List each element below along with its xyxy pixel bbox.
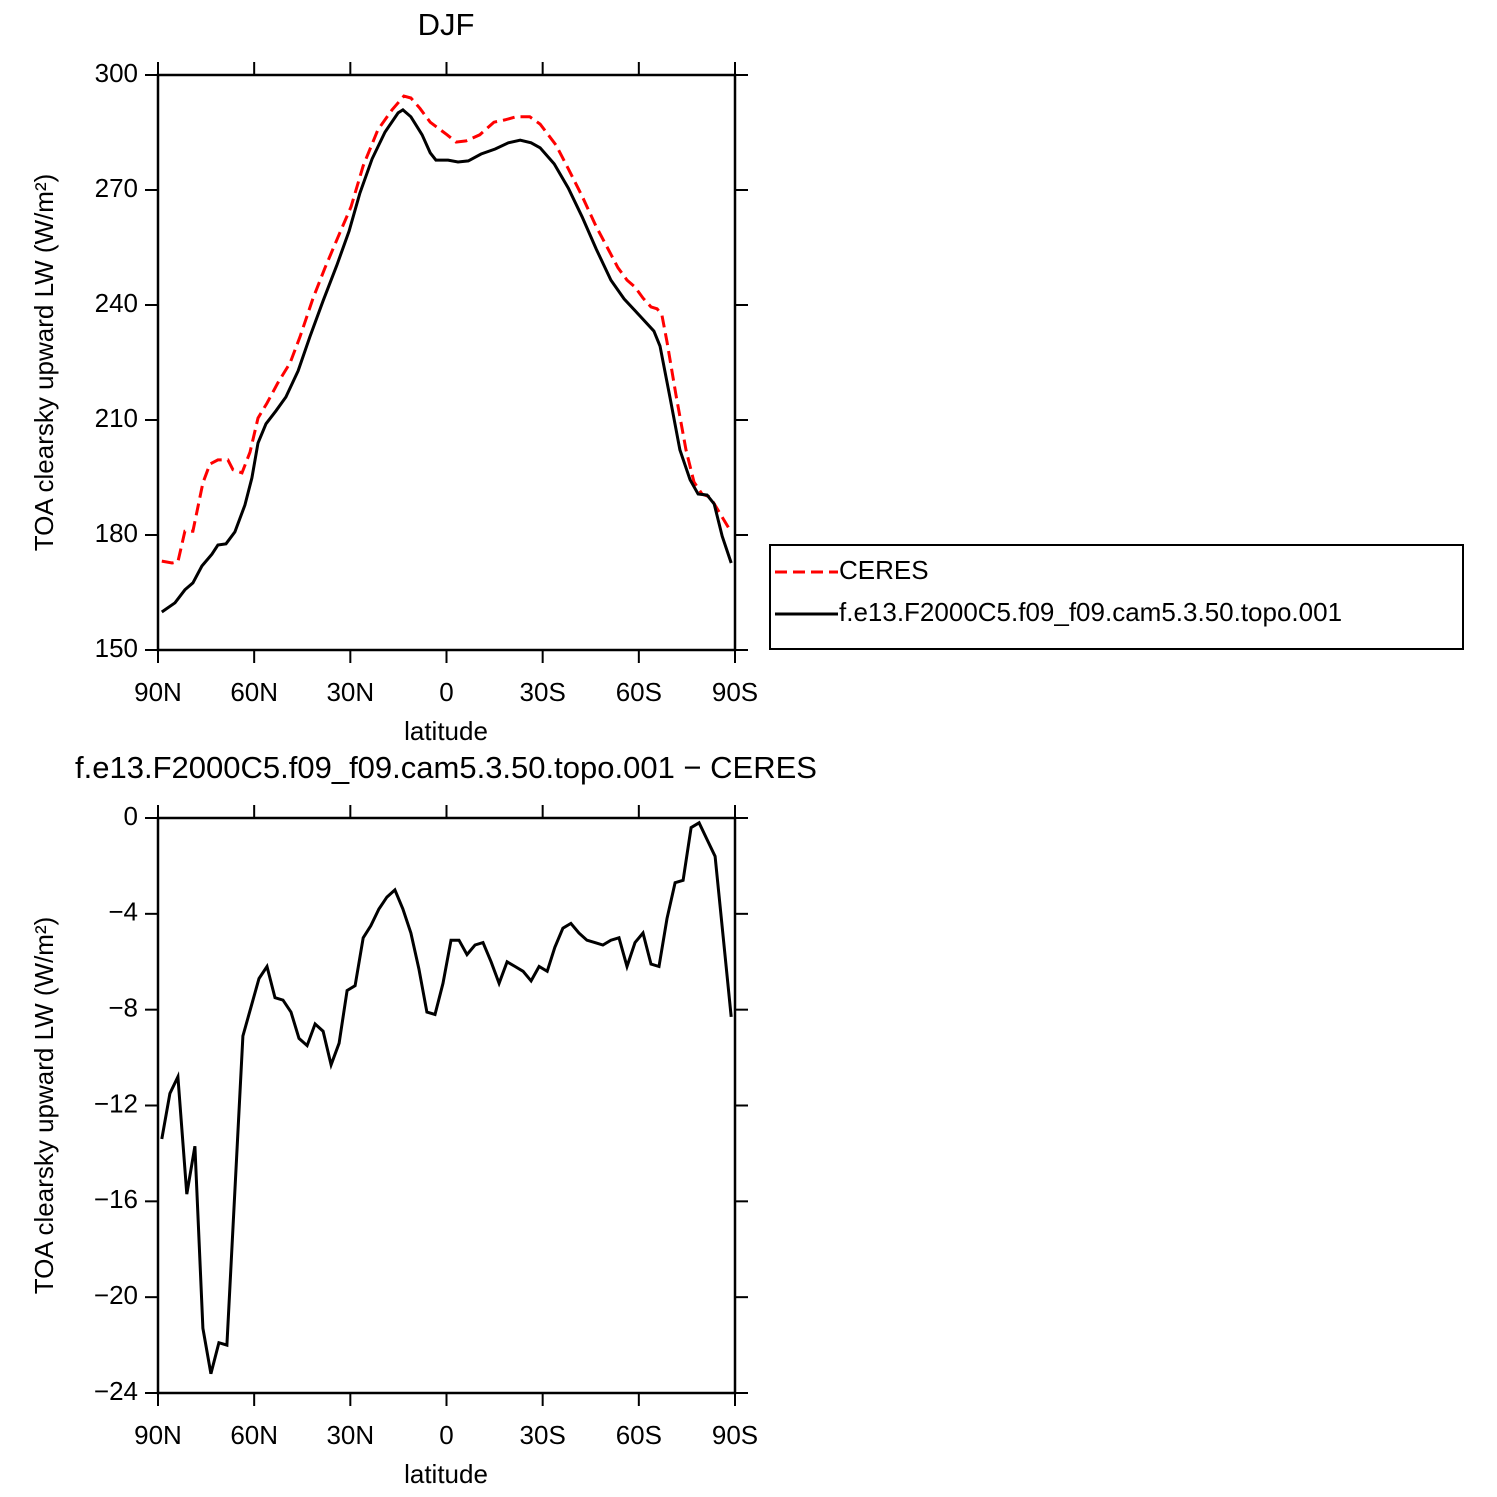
series-line bbox=[160, 108, 733, 614]
chart-title: f.e13.F2000C5.f09_f09.cam5.3.50.topo.001… bbox=[75, 750, 817, 785]
x-tick-label: 90S bbox=[712, 1420, 758, 1450]
x-tick-label: 30S bbox=[520, 677, 566, 707]
y-tick-label: 0 bbox=[124, 801, 138, 831]
x-axis-label: latitude bbox=[404, 716, 488, 746]
y-axis-label: TOA clearsky upward LW (W/m²) bbox=[29, 917, 59, 1295]
y-tick-label: 270 bbox=[95, 173, 138, 203]
x-tick-label: 90N bbox=[134, 1420, 182, 1450]
x-tick-label: 90N bbox=[134, 677, 182, 707]
plot-frame bbox=[156, 816, 737, 1395]
plot-frame bbox=[156, 73, 737, 652]
series-line bbox=[161, 94, 732, 565]
x-tick-label: 60N bbox=[230, 677, 278, 707]
y-tick-label: −24 bbox=[94, 1376, 138, 1406]
y-tick-label: −4 bbox=[108, 897, 138, 927]
x-tick-label: 60S bbox=[616, 1420, 662, 1450]
y-tick-label: 300 bbox=[95, 58, 138, 88]
legend-label: f.e13.F2000C5.f09_f09.cam5.3.50.topo.001 bbox=[839, 597, 1342, 627]
y-tick-label: −8 bbox=[108, 993, 138, 1023]
y-axis-label: TOA clearsky upward LW (W/m²) bbox=[29, 174, 59, 552]
x-tick-label: 0 bbox=[439, 677, 453, 707]
y-tick-label: 150 bbox=[95, 633, 138, 663]
series-line bbox=[160, 820, 733, 1375]
x-tick-label: 30S bbox=[520, 1420, 566, 1450]
x-tick-label: 60S bbox=[616, 677, 662, 707]
legend-label: CERES bbox=[839, 555, 929, 585]
x-tick-label: 30N bbox=[326, 1420, 374, 1450]
x-tick-label: 60N bbox=[230, 1420, 278, 1450]
y-tick-label: −20 bbox=[94, 1280, 138, 1310]
x-tick-label: 30N bbox=[326, 677, 374, 707]
x-axis-label: latitude bbox=[404, 1459, 488, 1489]
y-tick-label: 210 bbox=[95, 403, 138, 433]
x-tick-label: 0 bbox=[439, 1420, 453, 1450]
y-tick-label: −12 bbox=[94, 1088, 138, 1118]
y-tick-label: −16 bbox=[94, 1184, 138, 1214]
legend-box bbox=[769, 544, 1464, 650]
chart-title: DJF bbox=[418, 7, 475, 42]
y-tick-label: 240 bbox=[95, 288, 138, 318]
x-tick-label: 90S bbox=[712, 677, 758, 707]
y-tick-label: 180 bbox=[95, 518, 138, 548]
